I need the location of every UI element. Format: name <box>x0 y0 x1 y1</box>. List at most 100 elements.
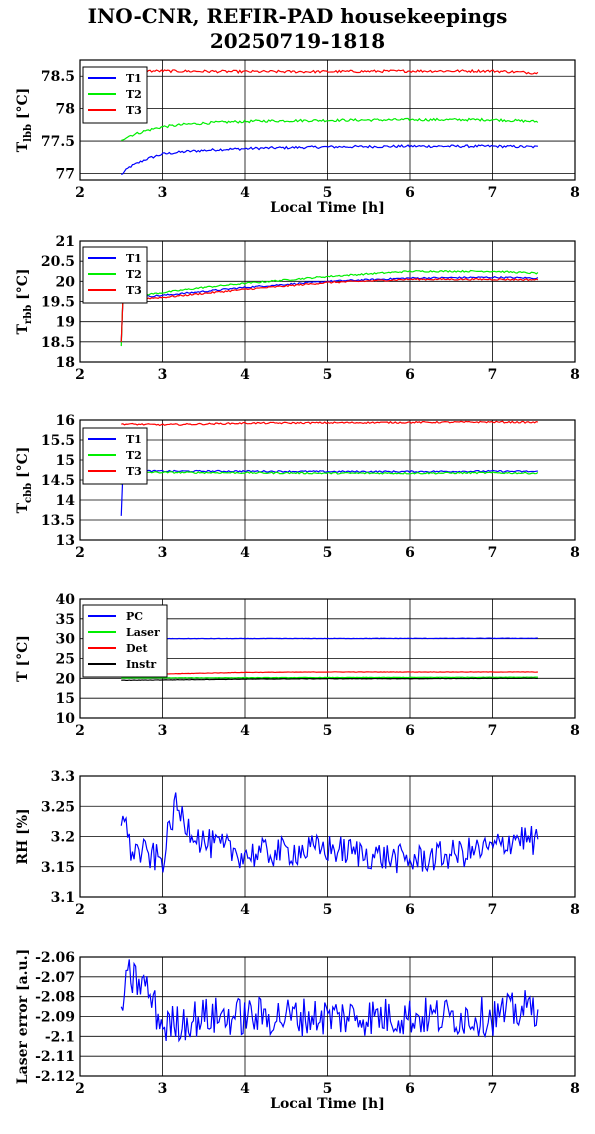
legend-label: T3 <box>126 284 142 297</box>
x-tick-label: 4 <box>240 1081 250 1097</box>
y-tick-label: -2.09 <box>35 1010 75 1026</box>
y-tick-label: -2.06 <box>35 950 75 966</box>
series-line-data <box>120 959 539 1043</box>
plot-frame <box>79 59 576 181</box>
y-tick-label: 35 <box>56 612 75 628</box>
y-tick-label: 77 <box>56 167 75 183</box>
y-tick-label: 19 <box>56 315 75 331</box>
chart-panel-4: 2 3 4 5 6 7 8 10 15 20 25 30 35 40 T [°C] PC Laser Det Ins… <box>15 592 580 739</box>
y-tick-label: 15.5 <box>41 433 75 449</box>
x-tick-label: 3 <box>158 723 168 739</box>
plot-frame <box>79 419 576 541</box>
y-axis-label: Tcbb [°C] <box>15 447 34 514</box>
series-line-t2 <box>120 269 539 347</box>
x-tick-label: 6 <box>405 902 415 918</box>
y-axis-label: Tlbb [°C] <box>15 88 34 152</box>
x-tick-label: 3 <box>158 185 168 201</box>
series-line-t2 <box>120 470 539 485</box>
x-tick-label: 8 <box>570 723 580 739</box>
x-tick-label: 3 <box>158 902 168 918</box>
y-axis-label: Laser error [a.u.] <box>15 949 31 1084</box>
y-tick-label: 78.5 <box>41 69 75 85</box>
y-tick-label: -2.11 <box>35 1049 75 1065</box>
plot-frame <box>79 240 576 363</box>
chart-panel-5: 2 3 4 5 6 7 8 3.1 3.15 3.2 3.25 3.3 RH [%] <box>15 769 580 918</box>
x-tick-label: 7 <box>488 367 498 383</box>
legend-label: T1 <box>126 433 142 446</box>
plot-frame <box>79 775 576 898</box>
y-tick-label: 13.5 <box>41 513 75 529</box>
chart-panel-6: 2 3 4 5 6 7 8 -2.12 -2.11 -2.1 -2.09 -2.08 -2.07 -2.0… <box>15 949 580 1112</box>
series-line-t3 <box>121 420 539 427</box>
title-line-2: 20250719-1818 <box>209 29 386 53</box>
x-tick-label: 8 <box>570 185 580 201</box>
x-tick-label: 4 <box>240 367 250 383</box>
legend-label: T1 <box>126 72 142 85</box>
legend-label: Det <box>126 642 149 655</box>
y-tick-label: 15 <box>56 691 75 707</box>
y-axis-label: RH [%] <box>15 808 31 864</box>
x-tick-label: 4 <box>240 723 250 739</box>
series-line-t1 <box>120 276 539 343</box>
x-tick-label: 4 <box>240 902 250 918</box>
legend-label: Instr <box>126 658 156 671</box>
series-line-det <box>121 671 538 676</box>
series-line-instr <box>121 677 538 682</box>
x-tick-label: 7 <box>488 723 498 739</box>
title-line-1: INO-CNR, REFIR-PAD housekeepings <box>87 4 508 28</box>
y-tick-label: 21 <box>56 234 75 250</box>
legend-label: T2 <box>126 449 142 462</box>
y-tick-label: 3.3 <box>51 769 75 785</box>
chart-panel-3: 2 3 4 5 6 7 8 13 13.5 14 14.5 15 15.5 16 Tcbb [°C] T1 T2… <box>15 413 580 561</box>
x-tick-label: 2 <box>75 185 85 201</box>
y-tick-label: 14.5 <box>41 473 75 489</box>
x-tick-label: 8 <box>570 545 580 561</box>
y-axis-label: Trbb [°C] <box>15 269 34 335</box>
y-tick-label: 40 <box>56 592 76 608</box>
x-tick-label: 2 <box>75 1081 85 1097</box>
series-line-data <box>120 792 539 874</box>
x-tick-label: 8 <box>570 367 580 383</box>
x-tick-label: 6 <box>405 367 415 383</box>
x-tick-label: 3 <box>158 1081 168 1097</box>
x-tick-label: 5 <box>323 1081 333 1097</box>
x-axis-label: Local Time [h] <box>270 200 385 216</box>
x-tick-label: 7 <box>488 185 498 201</box>
legend-label: PC <box>126 610 143 623</box>
series-line-t2 <box>121 117 539 142</box>
x-tick-label: 4 <box>240 185 250 201</box>
series-line-laser <box>121 676 538 679</box>
y-tick-label: -2.08 <box>35 990 75 1006</box>
y-tick-label: -2.07 <box>35 970 75 986</box>
x-axis-label: Local Time [h] <box>270 1096 385 1112</box>
y-tick-label: 3.25 <box>41 799 75 815</box>
chart-panel-2: 2 3 4 5 6 7 8 18 18.5 19 19.5 20 20.5 21 Trbb [°C] T1 T2… <box>15 234 580 383</box>
y-tick-label: 15 <box>56 453 75 469</box>
x-tick-label: 7 <box>488 545 498 561</box>
x-tick-label: 3 <box>158 545 168 561</box>
y-tick-label: 30 <box>56 632 76 648</box>
series-line-t1 <box>120 469 538 516</box>
x-tick-label: 6 <box>405 1081 415 1097</box>
y-tick-label: 3.1 <box>51 890 75 906</box>
plot-frame <box>79 956 576 1077</box>
y-tick-label: 19.5 <box>41 295 75 311</box>
y-tick-label: 3.2 <box>51 830 75 846</box>
x-tick-label: 8 <box>570 902 580 918</box>
y-tick-label: -2.12 <box>35 1069 75 1085</box>
y-tick-label: 13 <box>56 533 75 549</box>
legend-label: T3 <box>126 465 142 478</box>
y-tick-label: 78 <box>56 102 75 118</box>
legend-label: T2 <box>126 88 142 101</box>
x-tick-label: 8 <box>570 1081 580 1097</box>
x-tick-label: 6 <box>405 185 415 201</box>
y-tick-label: 14 <box>56 493 76 509</box>
figure-title: INO-CNR, REFIR-PAD housekeepings 2025071… <box>0 4 595 54</box>
legend-label: Laser <box>126 626 160 639</box>
y-tick-label: 20.5 <box>41 254 75 270</box>
x-tick-label: 5 <box>323 723 333 739</box>
y-tick-label: 16 <box>56 413 75 429</box>
x-tick-label: 2 <box>75 367 85 383</box>
y-tick-label: 25 <box>56 652 75 668</box>
